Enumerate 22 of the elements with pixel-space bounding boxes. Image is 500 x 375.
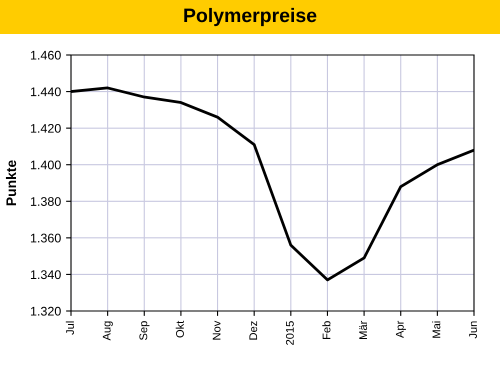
y-tick-label: 1.360: [30, 234, 61, 243]
x-tick-label: Jul: [66, 321, 74, 335]
x-tick-label: Feb: [322, 321, 330, 339]
y-tick-label: 1.460: [30, 50, 61, 60]
y-tick-label: 1.420: [30, 124, 61, 133]
y-tick-label: 1.320: [30, 306, 61, 316]
y-tick-label: 1.440: [30, 87, 61, 96]
chart-title: Polymerpreise: [184, 8, 316, 26]
x-tick-label: 2015: [286, 321, 294, 345]
x-tick-label: Mai: [432, 321, 440, 338]
y-tick-label: 1.380: [30, 197, 61, 206]
y-tick-label: 1.400: [30, 160, 61, 170]
x-tick-label: Sep: [139, 321, 150, 340]
x-tick-label: Okt: [176, 320, 184, 338]
x-tick-label: Dez: [249, 321, 258, 340]
y-axis-title: Punkte: [6, 160, 16, 206]
x-tick-label: Apr: [396, 320, 406, 338]
x-tick-label: Jun: [469, 321, 477, 338]
y-tick-label: 1.340: [30, 270, 61, 280]
x-tick-label: Nov: [212, 320, 221, 340]
x-tick-label: Mär: [359, 320, 368, 339]
x-tick-label: Aug: [102, 321, 113, 340]
